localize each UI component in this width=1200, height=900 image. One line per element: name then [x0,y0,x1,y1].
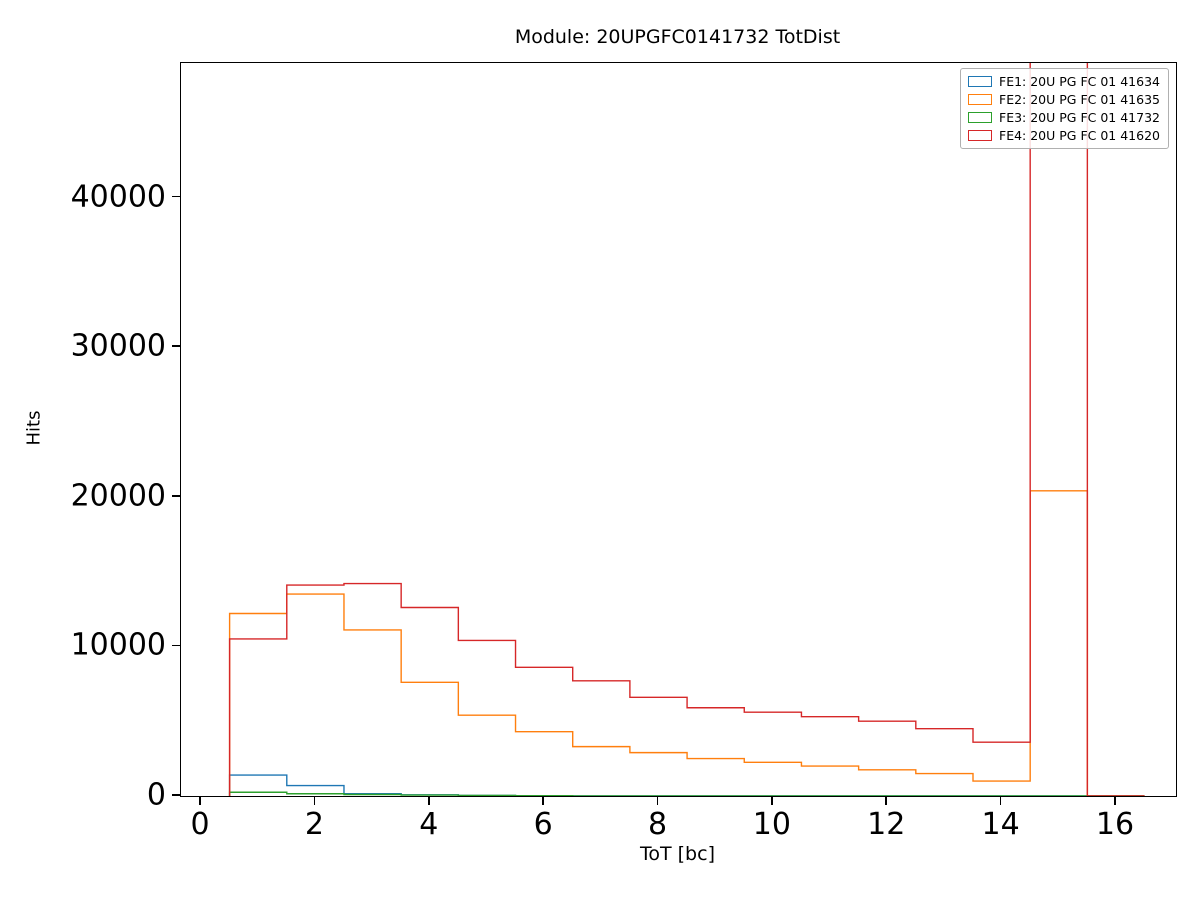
y-tick-mark [172,644,180,647]
x-tick-label: 4 [419,807,439,842]
x-tick-label: 8 [647,807,668,842]
legend-swatch-icon [968,130,992,141]
legend-entry-fe1: FE1: 20U PG FC 01 41634 [968,74,1160,89]
y-tick-mark [172,794,180,796]
x-tick-label: 2 [304,807,324,842]
legend-entry-fe2: FE2: 20U PG FC 01 41635 [968,92,1160,107]
x-tick-mark [656,796,659,805]
x-tick-mark [1114,796,1116,805]
legend-entry-fe4: FE4: 20U PG FC 01 41620 [968,128,1160,143]
legend-swatch-icon [968,76,992,87]
series-path-fe4 [228,63,1145,796]
x-tick-mark [771,796,773,805]
x-tick-mark [885,796,887,805]
x-tick-label: 10 [752,807,791,842]
legend-label: FE4: 20U PG FC 01 41620 [999,128,1160,143]
y-axis-label: Hits [23,410,45,446]
y-tick-mark [172,495,180,497]
x-tick-mark [542,796,544,805]
legend-label: FE2: 20U PG FC 01 41635 [999,92,1160,107]
series-path-fe1 [228,774,1145,796]
legend: FE1: 20U PG FC 01 41634 FE2: 20U PG FC 01… [960,68,1169,149]
y-tick-label: 20000 [70,478,166,514]
series-plot [228,63,1145,796]
y-tick-label: 30000 [70,328,166,364]
x-tick-mark [199,796,201,805]
x-tick-mark [313,796,316,805]
x-tick-label: 6 [533,807,553,842]
legend-label: FE1: 20U PG FC 01 41634 [999,74,1160,89]
y-tick-label: 40000 [70,179,166,215]
x-tick-label: 14 [981,807,1020,842]
legend-swatch-icon [968,112,992,123]
y-tick-mark [172,345,180,347]
legend-swatch-icon [968,94,992,105]
series-path-fe2 [228,490,1145,796]
plot-area [180,62,1177,797]
legend-label: FE3: 20U PG FC 01 41732 [999,110,1160,125]
chart-title: Module: 20UPGFC0141732 TotDist [514,26,841,48]
y-tick-label: 0 [146,777,166,813]
x-tick-mark [428,796,430,805]
x-tick-mark [999,796,1002,805]
legend-entry-fe3: FE3: 20U PG FC 01 41732 [968,110,1160,125]
x-tick-label: 0 [190,807,210,842]
x-tick-label: 16 [1095,807,1135,842]
x-axis-label: ToT [bc] [640,843,715,865]
y-tick-mark [172,195,180,198]
y-tick-label: 10000 [70,627,166,663]
series-path-fe3 [228,791,1145,796]
x-tick-label: 12 [867,807,906,842]
